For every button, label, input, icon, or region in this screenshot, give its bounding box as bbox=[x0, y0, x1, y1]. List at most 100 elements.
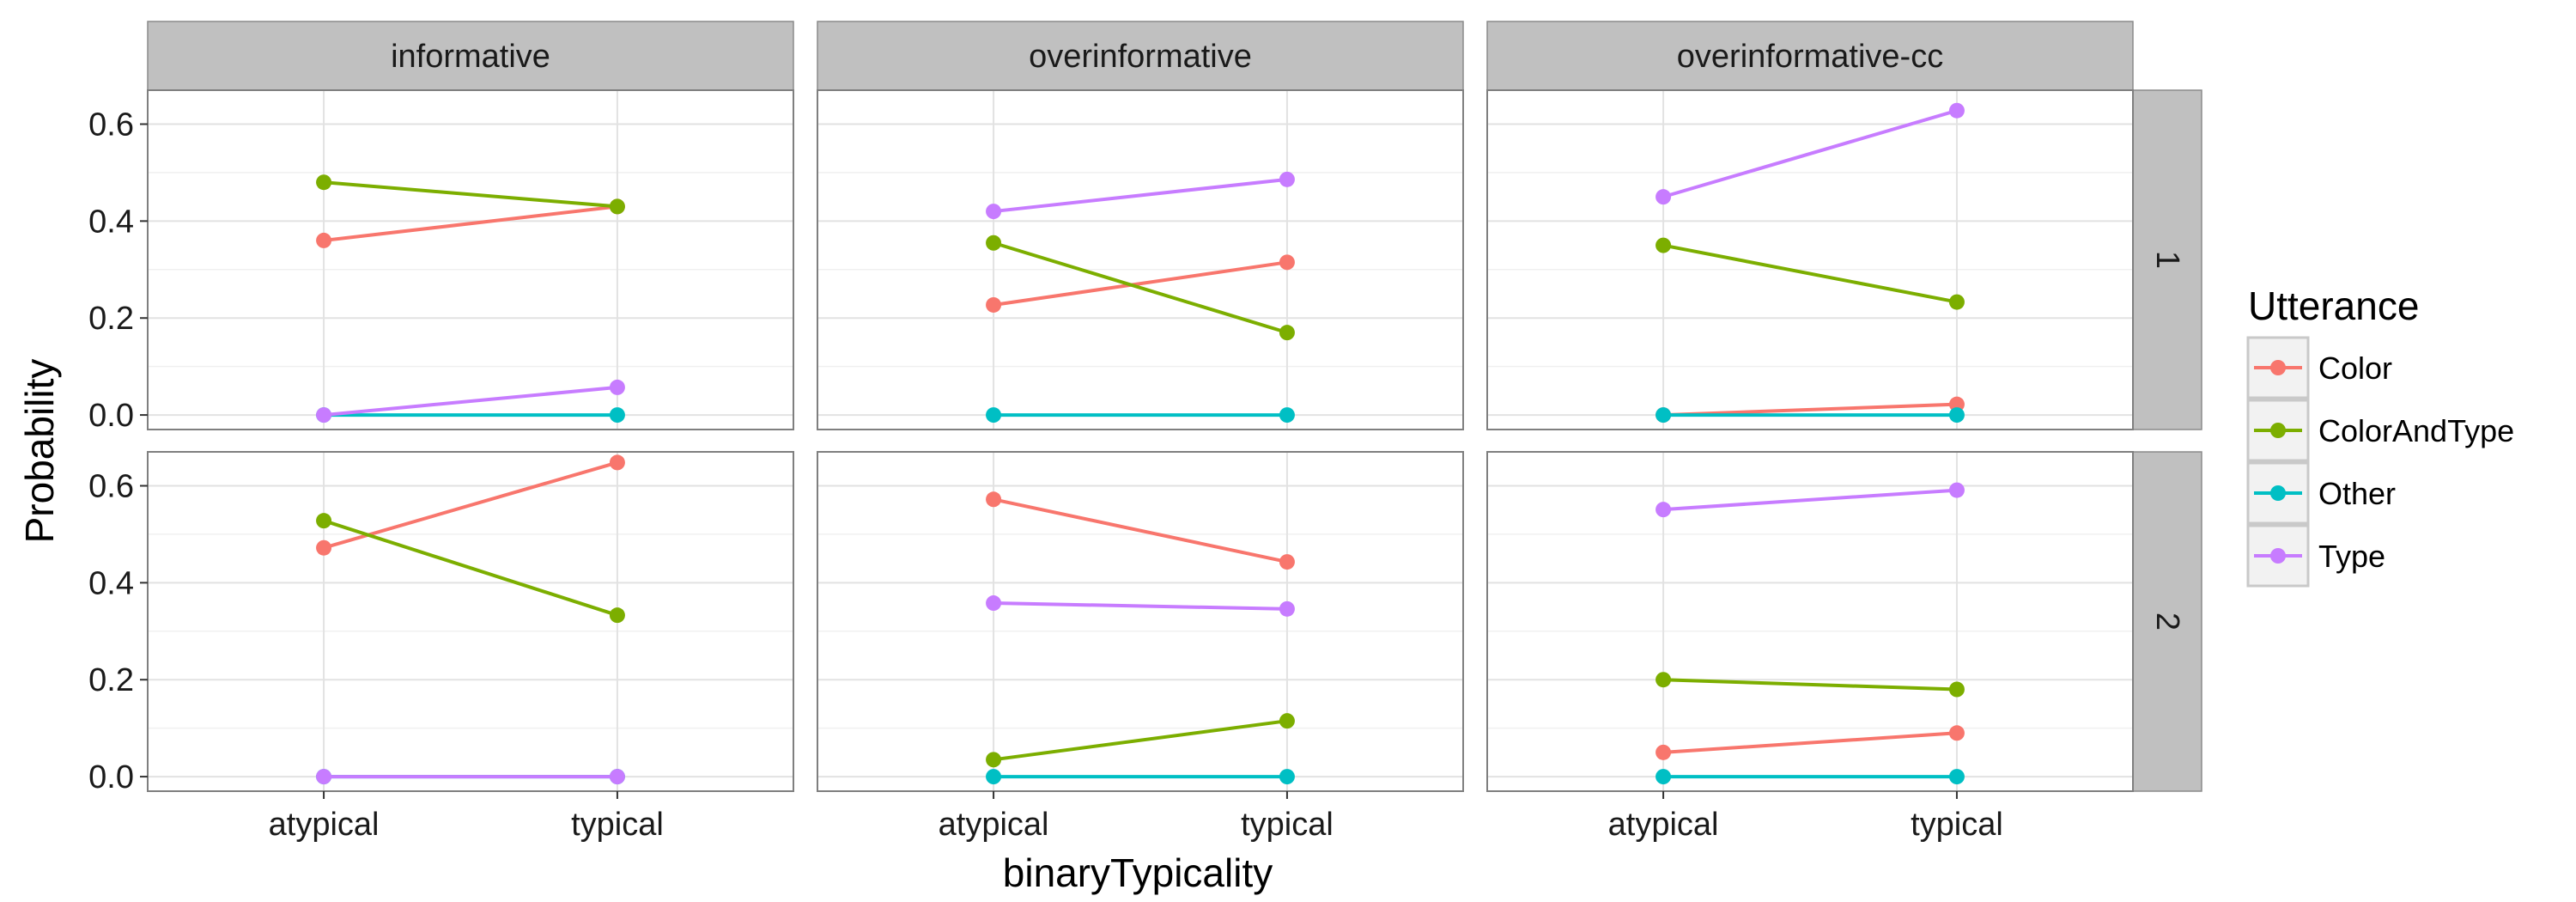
legend-key-point bbox=[2270, 360, 2286, 375]
data-point-Color bbox=[986, 296, 1002, 313]
x-tick-label: atypical bbox=[1608, 807, 1719, 843]
x-tick-label: atypical bbox=[269, 807, 380, 843]
data-point-Type bbox=[1656, 189, 1672, 205]
data-point-Type bbox=[1948, 102, 1965, 119]
data-point-ColorAndType bbox=[316, 513, 332, 529]
legend-label-Type: Type bbox=[2318, 539, 2385, 574]
facet-strip-informative bbox=[147, 21, 794, 91]
panel-informative-1 bbox=[147, 89, 794, 430]
data-point-Type bbox=[1656, 502, 1672, 518]
data-point-Color bbox=[316, 232, 332, 248]
y-tick-label: 0.2 bbox=[88, 662, 134, 698]
panel-border bbox=[817, 451, 1464, 792]
data-point-ColorAndType bbox=[609, 607, 625, 624]
legend-key-point bbox=[2270, 485, 2286, 501]
data-point-Color bbox=[1656, 744, 1672, 760]
y-tick-label: 0.4 bbox=[88, 565, 134, 601]
legend-label-ColorAndType: ColorAndType bbox=[2318, 413, 2514, 448]
series-line-ColorAndType bbox=[1663, 678, 1957, 692]
data-point-Other bbox=[1948, 769, 1965, 785]
data-point-Color bbox=[1948, 725, 1965, 741]
facet-row-strip-2 bbox=[2132, 451, 2202, 792]
data-point-ColorAndType bbox=[1948, 294, 1965, 310]
panel-overinformative-1 bbox=[817, 89, 1464, 430]
panel-overinformative-cc-1 bbox=[1486, 89, 2134, 430]
x-tick-label: atypical bbox=[939, 807, 1049, 843]
legend-title: Utterance bbox=[2248, 283, 2419, 328]
series-line-Type bbox=[993, 177, 1288, 214]
facet-row-label: 1 bbox=[2149, 251, 2185, 269]
data-point-Color bbox=[986, 491, 1002, 508]
data-point-ColorAndType bbox=[986, 752, 1002, 768]
panel-border bbox=[1486, 451, 2134, 792]
y-tick-label: 0.0 bbox=[88, 759, 134, 795]
data-point-ColorAndType bbox=[1279, 325, 1295, 341]
panel-border bbox=[817, 89, 1464, 430]
data-point-ColorAndType bbox=[609, 198, 625, 215]
series-line-ColorAndType bbox=[323, 180, 618, 209]
data-point-Type bbox=[609, 769, 625, 785]
data-point-Type bbox=[316, 769, 332, 785]
y-tick-label: 0.6 bbox=[88, 469, 134, 505]
facet-strip-overinformative-cc bbox=[1486, 21, 2134, 91]
data-point-ColorAndType bbox=[1656, 672, 1672, 688]
data-point-Type bbox=[609, 379, 625, 395]
y-axis-title: Probability bbox=[17, 359, 62, 544]
data-point-Type bbox=[316, 407, 332, 424]
facet-strip-label: overinformative bbox=[1029, 39, 1252, 75]
data-point-Color bbox=[316, 539, 332, 556]
facet-row-strip-1 bbox=[2132, 89, 2202, 430]
panel-border bbox=[147, 89, 794, 430]
series-line-Type bbox=[1662, 488, 1958, 512]
data-point-ColorAndType bbox=[986, 235, 1002, 251]
data-point-Type bbox=[1279, 600, 1295, 617]
x-tick-label: typical bbox=[1911, 807, 2003, 843]
data-point-ColorAndType bbox=[1948, 681, 1965, 698]
series-line-ColorAndType bbox=[993, 241, 1288, 335]
y-tick-label: 0.0 bbox=[88, 398, 134, 434]
x-tick-label: typical bbox=[571, 807, 664, 843]
data-point-Other bbox=[1656, 407, 1672, 424]
panel-border bbox=[1486, 89, 2134, 430]
legend-label-Color: Color bbox=[2318, 350, 2392, 386]
series-line-Color bbox=[993, 497, 1288, 564]
x-tick-label: typical bbox=[1241, 807, 1334, 843]
series-line-Type bbox=[993, 601, 1287, 611]
y-tick-label: 0.4 bbox=[88, 204, 134, 240]
x-axis-title: binaryTypicality bbox=[1003, 850, 1273, 895]
facet-strip-label: informative bbox=[391, 39, 550, 75]
y-tick-label: 0.6 bbox=[88, 107, 134, 143]
data-point-Type bbox=[1948, 482, 1965, 498]
data-point-ColorAndType bbox=[316, 174, 332, 191]
data-point-Other bbox=[1948, 407, 1965, 424]
series-line-ColorAndType bbox=[1662, 243, 1958, 304]
data-point-Other bbox=[609, 407, 625, 424]
facet-strip-label: overinformative-cc bbox=[1677, 39, 1943, 75]
series-line-Color bbox=[323, 460, 618, 550]
data-point-Color bbox=[1279, 554, 1295, 570]
series-line-ColorAndType bbox=[323, 519, 618, 618]
legend-key-point bbox=[2270, 423, 2286, 438]
data-point-Other bbox=[1279, 407, 1295, 424]
legend: Utterance Color ColorAndType Other Type bbox=[2246, 283, 2514, 588]
data-point-Color bbox=[1948, 396, 1965, 412]
legend-key-point bbox=[2270, 548, 2286, 564]
data-point-Other bbox=[986, 769, 1002, 785]
series-line-Color bbox=[993, 260, 1288, 307]
data-point-ColorAndType bbox=[1279, 713, 1295, 729]
y-tick-label: 0.2 bbox=[88, 301, 134, 337]
series-line-Type bbox=[1662, 108, 1958, 199]
facet-strip-overinformative bbox=[817, 21, 1464, 91]
panel-overinformative-cc-2 bbox=[1486, 451, 2134, 792]
panel-overinformative-2 bbox=[817, 451, 1464, 792]
data-point-Color bbox=[1279, 254, 1295, 271]
facet-row-label: 2 bbox=[2149, 613, 2185, 631]
data-point-ColorAndType bbox=[1656, 237, 1672, 253]
data-point-Other bbox=[986, 407, 1002, 424]
data-point-Type bbox=[986, 595, 1002, 612]
series-line-Color bbox=[1662, 402, 1958, 417]
series-line-Color bbox=[1662, 731, 1958, 754]
series-line-Type bbox=[323, 385, 618, 417]
panel-border bbox=[147, 451, 794, 792]
data-point-Type bbox=[986, 204, 1002, 220]
